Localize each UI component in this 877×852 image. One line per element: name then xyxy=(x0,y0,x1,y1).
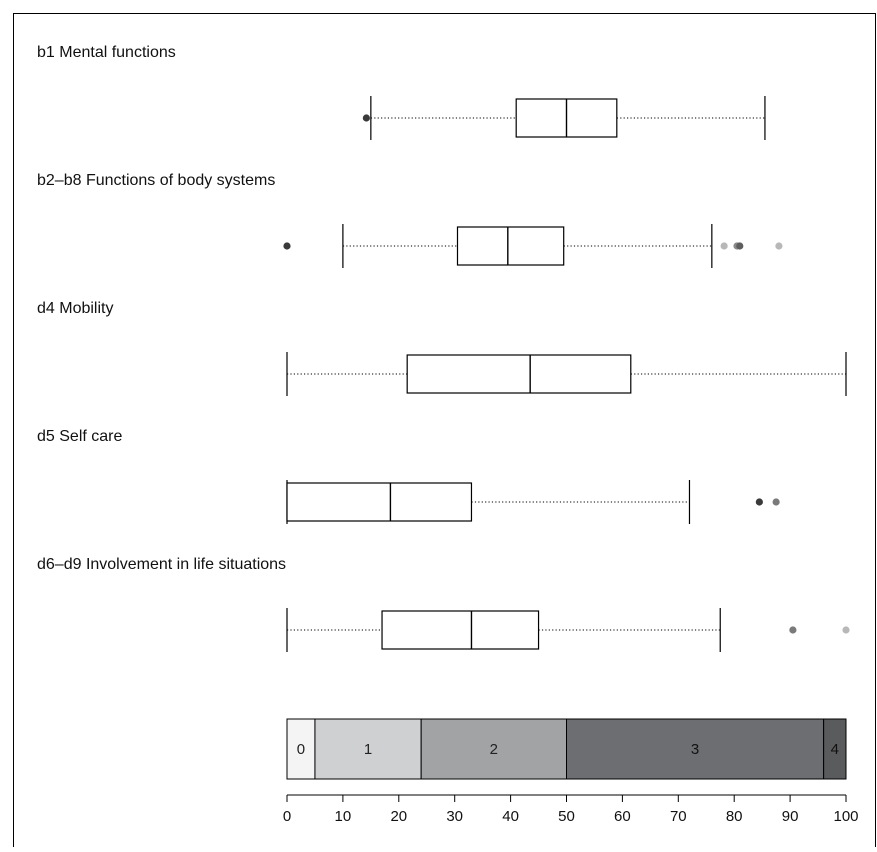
boxplot-row: b2–b8 Functions of body systems xyxy=(37,172,783,268)
severity-label: 2 xyxy=(490,741,498,758)
outlier-point xyxy=(772,498,780,506)
severity-segment xyxy=(314,718,422,780)
series-label: d6–d9 Involvement in life situations xyxy=(37,556,286,573)
severity-label: 1 xyxy=(364,741,372,758)
severity-segment xyxy=(566,718,825,780)
severity-segment xyxy=(286,718,316,780)
x-tick-label: 80 xyxy=(726,808,743,825)
outlier-point xyxy=(362,114,370,122)
outlier-point xyxy=(775,242,783,250)
severity-scale: 0 1 2 3 4 xyxy=(286,718,847,780)
series-label: d5 Self care xyxy=(37,428,122,445)
x-tick-label: 0 xyxy=(283,808,291,825)
severity-label: 3 xyxy=(691,741,699,758)
outlier-point xyxy=(789,626,797,634)
iqr-box xyxy=(381,610,540,650)
x-tick-label: 20 xyxy=(390,808,407,825)
severity-segment xyxy=(420,718,567,780)
x-tick-label: 10 xyxy=(335,808,352,825)
boxplot-rows: b1 Mental functions b2–b8 Functions of bo… xyxy=(37,44,850,652)
x-tick-label: 70 xyxy=(670,808,687,825)
plot-border xyxy=(13,13,876,852)
severity-label: 4 xyxy=(831,741,839,758)
series-label: b2–b8 Functions of body systems xyxy=(37,172,275,189)
x-tick-label: 100 xyxy=(833,808,858,825)
outlier-point xyxy=(736,242,744,250)
boxplot-row: b1 Mental functions xyxy=(37,44,766,140)
outlier-point xyxy=(755,498,763,506)
x-tick-label: 40 xyxy=(502,808,519,825)
iqr-box xyxy=(406,354,632,394)
x-tick-label: 50 xyxy=(558,808,575,825)
boxplot-row: d5 Self care xyxy=(37,428,780,524)
outlier-point xyxy=(283,242,291,250)
x-tick-label: 60 xyxy=(614,808,631,825)
outlier-point xyxy=(720,242,728,250)
boxplot-row: d4 Mobility xyxy=(37,300,847,396)
iqr-box xyxy=(286,482,473,522)
x-axis: 0 10 20 30 40 50 60 70 80 90 100 xyxy=(283,794,859,825)
boxplot-row: d6–d9 Involvement in life situations xyxy=(37,556,850,652)
outlier-point xyxy=(842,626,850,634)
series-label: d4 Mobility xyxy=(37,300,113,317)
x-tick-label: 90 xyxy=(782,808,799,825)
series-label: b1 Mental functions xyxy=(37,44,176,61)
severity-label: 0 xyxy=(297,741,305,758)
severity-segment xyxy=(823,718,847,780)
x-tick-label: 30 xyxy=(446,808,463,825)
iqr-box xyxy=(456,226,565,266)
